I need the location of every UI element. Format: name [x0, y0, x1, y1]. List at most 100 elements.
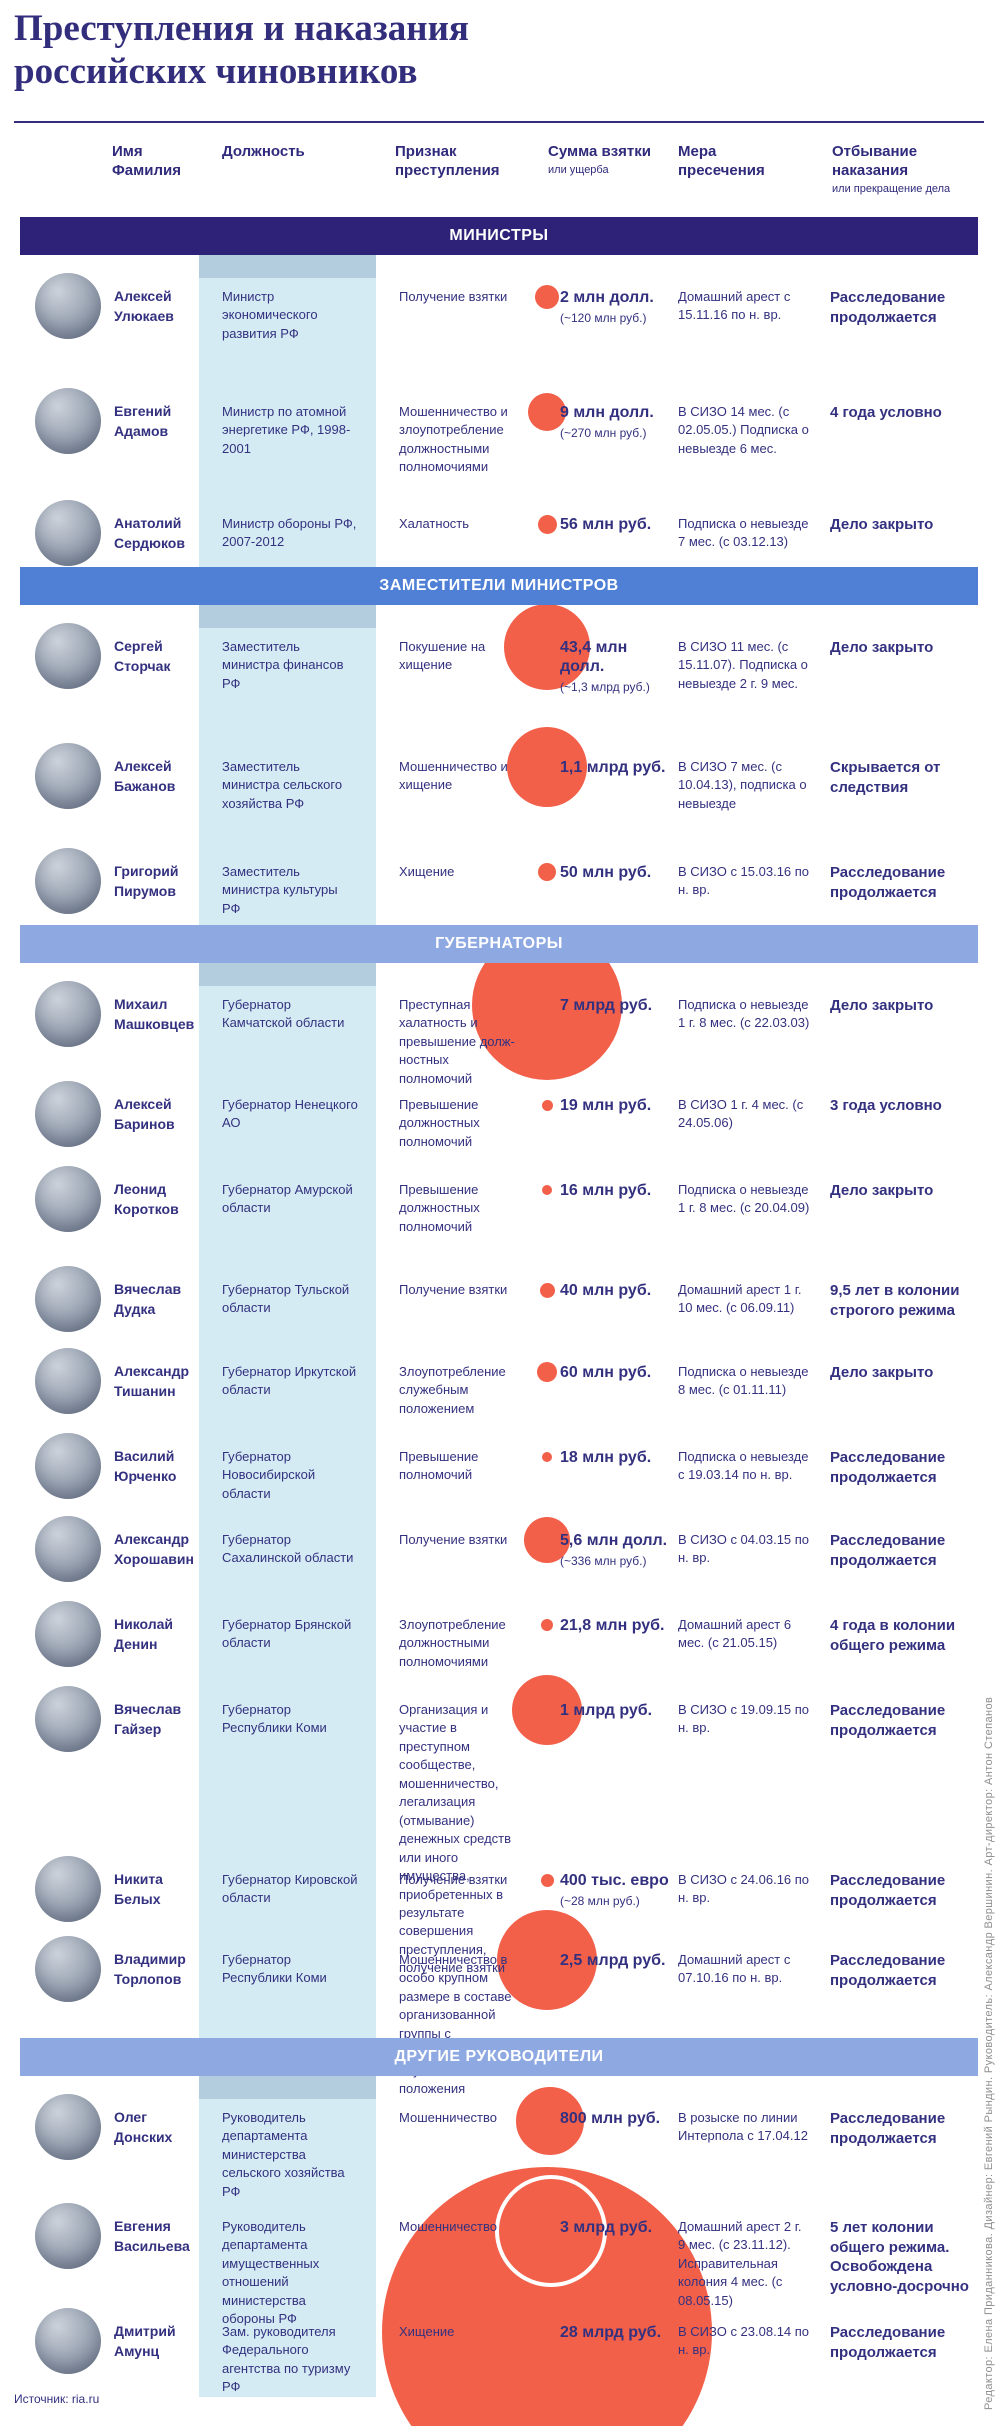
crime-text: Превышение должностных полномочий [399, 1182, 480, 1234]
position-text: Губернатор Камчатской области [222, 997, 345, 1031]
amount-bubble [539, 1282, 555, 1298]
source-note: Источник: ria.ru [14, 2392, 100, 2406]
portrait-photo [35, 1686, 101, 1752]
portrait-photo [35, 273, 101, 339]
amount-cell: 1 млрд руб. [525, 1668, 675, 1978]
outcome-text: 5 лет колонии общего режима. Освобождена… [830, 2219, 969, 2295]
person-name: Никита Белых [114, 1856, 163, 1922]
amount-bubble [535, 285, 559, 309]
person-name: Александр Хорошавин [114, 1516, 194, 1583]
outcome-cell: Дело закрыто [825, 482, 998, 567]
table-row: Анатолий Сердюков Министр обороны РФ, 2007… [0, 482, 998, 567]
outcome-cell: Расследование продолжается [825, 255, 998, 370]
person-name: Сергей Сторчак [114, 623, 170, 725]
outcome-cell: Скрывается от следствия [825, 725, 998, 830]
position-cell: Губернатор Брянской области [199, 1583, 376, 1672]
name-cell: Сергей Сторчак [0, 605, 199, 725]
person-name: Вячеслав Гайзер [114, 1686, 181, 1978]
outcome-cell: Расследование продолжается [825, 1415, 998, 1503]
outcome-cell: Расследование продолжается [825, 1498, 998, 1583]
measure-cell: В СИЗО 1 г. 4 мес. (с 24.05.06) [675, 1063, 825, 1151]
section-band: ДРУГИЕ РУКОВОДИТЕЛИ [20, 2038, 978, 2076]
crime-text: Мошенничество и хищение [399, 759, 508, 793]
amount-value: 16 млн руб. [560, 1182, 652, 1199]
outcome-cell: 3 года условно [825, 1063, 998, 1151]
crime-text: Мошенничество и злоупотребление должност… [399, 404, 508, 475]
name-cell: Владимир Торлопов [0, 1918, 199, 2099]
outcome-text: Дело закрыто [830, 1182, 934, 1199]
name-cell: Александр Хорошавин [0, 1498, 199, 1583]
outcome-text: 4 года в колонии общего режима [830, 1617, 956, 1654]
section-rows: Алексей Улюкаев Министр экономического раз… [0, 255, 998, 567]
portrait-photo [35, 1856, 101, 1922]
amount-cell: 19 млн руб. [525, 1063, 675, 1151]
name-cell: Григорий Пирумов [0, 830, 199, 925]
outcome-cell: Расследование продолжается [825, 1918, 998, 2099]
amount-cell: 28 млрд руб. [525, 2290, 675, 2397]
amount-bubble [542, 1185, 552, 1195]
amount-bubble [541, 1099, 553, 1111]
outcome-cell: 4 года в колонии общего режима [825, 1583, 998, 1671]
table-row: Александр Хорошавин Губернатор Сахалинской… [0, 1498, 998, 1583]
crime-cell: Хищение [376, 830, 525, 925]
person-name: Михаил Машковцев [114, 981, 194, 1088]
person-first-name: Владимир [114, 1951, 186, 1967]
person-first-name: Николай [114, 1616, 174, 1632]
person-last-name: Улюкаев [114, 307, 174, 324]
measure-text: Подписка о невыезде 1 г. 8 мес. (с 22.03… [678, 997, 810, 1031]
crime-text: Получение взятки [399, 1282, 508, 1297]
person-last-name: Денин [114, 1635, 158, 1652]
amount-note: (~120 млн руб.) [560, 311, 647, 326]
crime-cell: Получение взятки [376, 255, 525, 370]
name-cell: Александр Тишанин [0, 1330, 199, 1418]
measure-cell: Домашний арест 1 г. 10 мес. (с 06.09.11) [675, 1248, 825, 1332]
person-last-name: Тишанин [114, 1382, 176, 1399]
portrait-photo [35, 848, 101, 914]
amount-cell: 21,8 млн руб. [525, 1583, 675, 1671]
person-last-name: Адамов [114, 422, 169, 439]
measure-text: В СИЗО с 23.08.14 по н. вр. [678, 2324, 810, 2358]
outcome-text: Расследование продолжается [830, 289, 946, 326]
page-title: Преступления и наказания российских чино… [14, 8, 469, 92]
name-cell: Евгений Адамов [0, 370, 199, 482]
table-row: Леонид Коротков Губернатор Амурской област… [0, 1148, 998, 1248]
crime-text: Халатность [399, 516, 470, 531]
outcome-cell: Дело закрыто [825, 605, 998, 725]
position-cell: Губернатор Ненецкого АО [199, 1063, 376, 1152]
amount-note: (~336 млн руб.) [560, 1554, 647, 1569]
amount-cell: 5,6 млн долл. (~336 млн руб.) [525, 1498, 675, 1583]
portrait-photo [35, 1348, 101, 1414]
amount-value: 60 млн руб. [560, 1364, 652, 1381]
crime-cell: Организация и участие в преступном сообщ… [376, 1668, 525, 1978]
portrait-photo [35, 1433, 101, 1499]
measure-cell: Подписка о невыезде 1 г. 8 мес. (с 22.03… [675, 963, 825, 1088]
section-rows: Олег Донских Руководитель департамента мин… [0, 2076, 998, 2426]
section-band: МИНИСТРЫ [20, 217, 978, 255]
outcome-text: Расследование продолжается [830, 1872, 946, 1909]
header: Преступления и наказания российских чино… [0, 0, 998, 217]
outcome-cell: Расследование продолжается [825, 1668, 998, 1978]
position-cell: Губернатор Тульской области [199, 1248, 376, 1332]
name-cell: Никита Белых [0, 1838, 199, 1922]
outcome-text: Расследование продолжается [830, 1449, 946, 1486]
column-header-sub: или прекращение дела [832, 182, 951, 195]
crime-text: Организация и участие в преступном сообщ… [399, 1702, 512, 1976]
portrait-photo [35, 2308, 101, 2374]
position-text: Заместитель министра сельского хозяйства… [222, 759, 343, 811]
outcome-text: Расследование продолжается [830, 1532, 946, 1569]
position-cell: Заместитель министра культуры РФ [199, 830, 376, 925]
person-last-name: Бажанов [114, 777, 176, 794]
position-text: Руководитель департамента имущественных … [222, 2219, 320, 2327]
person-first-name: Александр [114, 1363, 190, 1379]
amount-bubble [495, 2175, 607, 2287]
amount-cell: 40 млн руб. [525, 1248, 675, 1332]
outcome-text: Расследование продолжается [830, 2324, 946, 2361]
name-cell: Дмитрий Амунц [0, 2290, 199, 2397]
name-cell: Леонид Коротков [0, 1148, 199, 1248]
outcome-text: 3 года условно [830, 1097, 942, 1114]
person-first-name: Дмитрий [114, 2323, 176, 2339]
outcome-text: Дело закрыто [830, 997, 934, 1014]
person-last-name: Пирумов [114, 882, 176, 899]
position-text: Губернатор Брянской области [222, 1617, 352, 1651]
amount-value: 21,8 млн руб. [560, 1617, 665, 1634]
